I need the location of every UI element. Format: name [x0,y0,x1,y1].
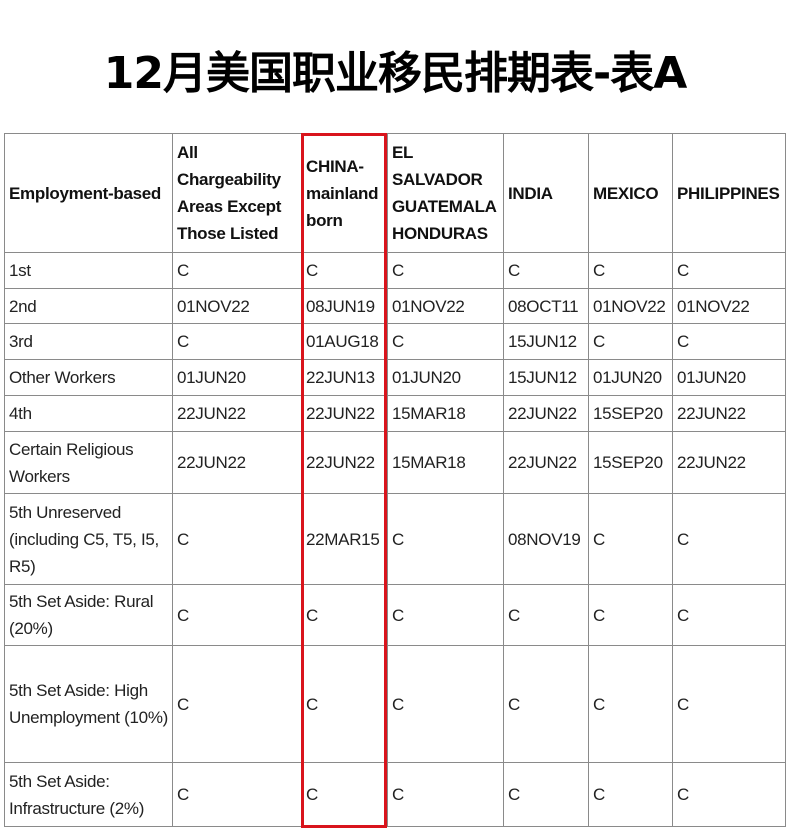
table-cell: 22JUN22 [301,395,388,432]
page-title: 12月美国职业移民排期表-表A [103,48,688,99]
table-row: 5th Unreserved (including C5, T5, I5, R5… [4,493,786,585]
table-row: 5th Set Aside: Infrastructure (2%) C C C C C C [4,762,786,827]
table-cell: 15MAR18 [387,431,504,494]
table-cell: C [387,762,504,827]
table-cell: 01AUG18 [301,323,388,360]
table-cell: C [672,252,786,289]
table-cell: C [172,645,302,763]
row-label: 5th Set Aside: Rural (20%) [4,584,173,646]
table-cell: C [588,645,673,763]
visa-bulletin-table: Employment-based All Chargeability Areas … [4,133,786,827]
table-cell: 01JUN20 [387,359,504,396]
table-cell: C [588,252,673,289]
table-cell: 15JUN12 [503,323,589,360]
column-header: CHINA-mainland born [301,133,388,253]
header-row: Employment-based All Chargeability Areas … [4,133,786,253]
table-cell: 15JUN12 [503,359,589,396]
table-cell: 01NOV22 [588,288,673,324]
table-cell: C [672,584,786,646]
table-cell: 15SEP20 [588,431,673,494]
row-label: 4th [4,395,173,432]
row-label: 5th Set Aside: High Unemployment (10%) [4,645,173,763]
table-row: Certain Religious Workers 22JUN22 22JUN22 1… [4,431,786,494]
table-cell: 22JUN22 [301,431,388,494]
table-cell: 15MAR18 [387,395,504,432]
table-row: Other Workers 01JUN20 22JUN13 01JUN20 15JUN1… [4,359,786,396]
table-cell: 01NOV22 [387,288,504,324]
table-cell: 01JUN20 [588,359,673,396]
column-header: MEXICO [588,133,673,253]
table-cell: C [672,645,786,763]
table-cell: C [588,584,673,646]
row-label: Other Workers [4,359,173,396]
row-label: 3rd [4,323,173,360]
table-cell: 22JUN22 [672,395,786,432]
table-cell: 22JUN22 [172,431,302,494]
column-header: Employment-based [4,133,173,253]
table-cell: 22JUN22 [503,395,589,432]
table-cell: C [503,252,589,289]
row-label: 2nd [4,288,173,324]
table-cell: 08NOV19 [503,493,589,585]
table-cell: C [387,584,504,646]
table-cell: C [387,323,504,360]
row-label: Certain Religious Workers [4,431,173,494]
table-cell: C [172,493,302,585]
table-cell: C [588,493,673,585]
table-cell: C [301,584,388,646]
table-cell: 08JUN19 [301,288,388,324]
table-cell: C [387,252,504,289]
table-cell: C [172,252,302,289]
table-row: 3rd C 01AUG18 C 15JUN12 C C [4,323,786,360]
column-header: PHILIPPINES [672,133,786,253]
table-cell: 22JUN22 [503,431,589,494]
table-cell: 01JUN20 [672,359,786,396]
table-cell: 08OCT11 [503,288,589,324]
table-cell: C [172,584,302,646]
table-cell: C [588,762,673,827]
table-cell: C [672,323,786,360]
table-cell: 22JUN13 [301,359,388,396]
table-cell: C [672,762,786,827]
table-cell: 22MAR15 [301,493,388,585]
table-cell: C [301,252,388,289]
table-cell: 15SEP20 [588,395,673,432]
table-cell: 01NOV22 [172,288,302,324]
table-cell: 22JUN22 [672,431,786,494]
table-row: 4th 22JUN22 22JUN22 15MAR18 22JUN22 15SEP20 22… [4,395,786,432]
table-cell: C [387,493,504,585]
column-header: All Chargeability Areas Except Those Lis… [172,133,302,253]
table-cell: 22JUN22 [172,395,302,432]
table-cell: 01JUN20 [172,359,302,396]
table-cell: C [387,645,504,763]
column-header: INDIA [503,133,589,253]
table-cell: C [172,323,302,360]
table-row: 1st C C C C C C [4,252,786,289]
row-label: 5th Set Aside: Infrastructure (2%) [4,762,173,827]
table-cell: C [301,645,388,763]
row-label: 1st [4,252,173,289]
table-cell: 01NOV22 [672,288,786,324]
column-header: EL SALVADOR GUATEMALA HONDURAS [387,133,504,253]
table-cell: C [503,762,589,827]
table-cell: C [672,493,786,585]
table-row: 5th Set Aside: Rural (20%) C C C C C C [4,584,786,646]
table-row: 2nd 01NOV22 08JUN19 01NOV22 08OCT11 01NOV22 01… [4,288,786,324]
table-row: 5th Set Aside: High Unemployment (10%) C C… [4,645,786,763]
table-cell: C [588,323,673,360]
table-cell: C [172,762,302,827]
table-cell: C [503,584,589,646]
table-cell: C [503,645,589,763]
row-label: 5th Unreserved (including C5, T5, I5, R5… [4,493,173,585]
table-cell: C [301,762,388,827]
